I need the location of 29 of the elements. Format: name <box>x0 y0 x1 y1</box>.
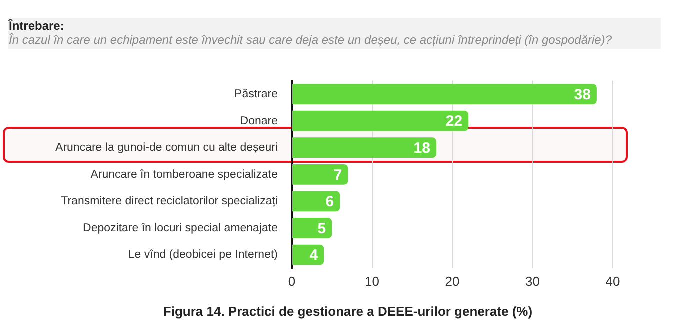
y-tick-label: Depozitare în locuri special amenajate <box>83 222 278 234</box>
bar <box>292 218 332 238</box>
data-label: 22 <box>446 113 463 130</box>
y-tick-label: Donare <box>240 115 278 128</box>
x-tick-label: 20 <box>445 274 460 289</box>
bar <box>292 138 436 158</box>
text: Figura 14. Practici de gestionare a DEEE-urilor generate (%) <box>162 304 534 319</box>
data-label: 4 <box>310 247 319 264</box>
bar <box>292 244 324 266</box>
y-tick-label: Aruncare în tomberoane specializate <box>90 168 278 181</box>
y-tick-label: Aruncare la gunoi-de comun cu alte deșeuri <box>56 142 278 154</box>
data-label: 6 <box>326 194 334 211</box>
y-tick-label: Păstrare <box>234 88 278 100</box>
y-tick-label: Le vînd (deobicei pe Internet) <box>128 249 278 262</box>
x-tick-label: 40 <box>606 274 620 289</box>
x-tick-label: 10 <box>365 274 380 289</box>
data-label: 38 <box>574 86 591 104</box>
bar <box>292 191 340 212</box>
data-label: 18 <box>414 140 430 158</box>
data-label: 7 <box>334 166 342 184</box>
bar <box>292 84 597 104</box>
x-tick-label: 0 <box>288 274 296 289</box>
y-tick-label: Transmitere direct reciclatorilor specializați <box>61 196 278 208</box>
chart-subtitle: În cazul în care un echipament este învechit sau care deja este un deșeu, ce acțiuni întreprindeți (în gospodărie)? <box>9 33 614 48</box>
x-tick-label: 30 <box>526 274 540 289</box>
bar <box>292 164 348 185</box>
data-label: 5 <box>318 220 326 238</box>
text: Întrebare: <box>9 19 66 33</box>
bar <box>292 110 469 132</box>
